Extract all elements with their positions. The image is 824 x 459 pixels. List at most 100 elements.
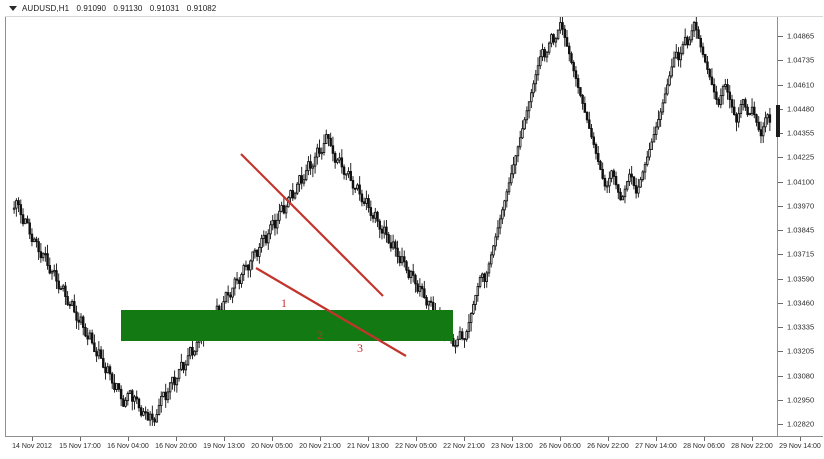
candlestick-bar — [251, 251, 254, 270]
current-price-marker — [776, 105, 780, 137]
candlestick-bar — [559, 17, 562, 34]
time-tick — [32, 437, 33, 441]
candlestick-bar — [378, 218, 381, 239]
candlestick-bar — [463, 338, 466, 348]
candlestick-bar — [675, 44, 678, 59]
candlestick-bar — [556, 29, 560, 41]
price-tick — [778, 278, 783, 280]
candlestick-bar — [498, 214, 502, 235]
price-axis-label: 1.04480 — [787, 104, 815, 114]
candlestick-bar — [97, 341, 101, 360]
candlestick-bar — [186, 347, 190, 366]
price-axis-label: 1.03205 — [787, 346, 815, 356]
candlestick-bar — [389, 234, 393, 252]
candlestick-bar — [523, 116, 526, 131]
time-tick — [608, 437, 609, 441]
candlestick-bar — [280, 201, 283, 213]
candlestick-bar — [487, 261, 491, 277]
candlestick-bar — [601, 162, 604, 180]
candlestick-bar — [21, 208, 25, 227]
candlestick-bar — [226, 285, 230, 304]
price-tick — [778, 60, 783, 62]
candlestick-bar — [68, 301, 72, 309]
lower-trendline[interactable] — [255, 267, 407, 357]
candlestick-bar — [394, 239, 397, 257]
upper-trendline[interactable] — [240, 153, 384, 297]
candlestick-bar — [267, 229, 270, 250]
candlestick-bar — [630, 165, 633, 185]
candlestick-bar — [151, 405, 154, 426]
candlestick-bar — [712, 78, 716, 100]
candlestick-bar — [275, 213, 279, 235]
time-tick — [176, 437, 177, 441]
candlestick-bar — [403, 250, 406, 268]
candlestick-bar — [53, 264, 56, 277]
candlestick-bar — [456, 335, 459, 348]
candlestick-bar — [679, 46, 682, 68]
candlestick-bar — [568, 42, 571, 62]
candlestick-bar — [423, 280, 426, 299]
candlestick-bar — [340, 149, 344, 174]
candlestick-bar — [44, 246, 47, 262]
candlestick-bar — [320, 147, 324, 160]
candlestick-bar — [425, 295, 428, 309]
candlestick-bar — [193, 350, 196, 357]
time-tick — [752, 437, 753, 441]
chevron-down-icon[interactable] — [9, 5, 17, 11]
price-tick — [778, 424, 783, 425]
candlestick-bar — [184, 360, 188, 377]
candlestick-bar — [612, 168, 616, 185]
candlestick-bar — [316, 143, 319, 165]
candlestick-bar — [39, 242, 43, 263]
candlestick-bar — [333, 151, 337, 169]
candlestick-bar — [617, 183, 620, 200]
price-axis-label: 1.03590 — [787, 274, 815, 283]
candlestick-bar — [391, 234, 395, 251]
candlestick-bar — [755, 113, 758, 127]
candlestick-bar — [728, 85, 731, 109]
trendline-overlay[interactable] — [5, 17, 777, 435]
candlestick-bar — [135, 390, 138, 405]
candlestick-bar — [503, 199, 506, 217]
candlestick-bar — [704, 53, 707, 64]
candlestick-bar — [400, 247, 404, 266]
candlestick-bar — [307, 156, 310, 176]
candlestick-bar — [744, 97, 747, 111]
candlestick-bar — [84, 323, 87, 338]
candlestick-bar — [708, 68, 711, 81]
candlestick-bar — [64, 282, 67, 305]
candlestick-bar — [554, 36, 558, 48]
candlestick-bar — [641, 170, 645, 182]
support-resistance-zone[interactable] — [121, 310, 453, 341]
candlestick-bar — [229, 291, 232, 300]
candlestick-bar — [365, 190, 368, 211]
price-axis-label: 1.03080 — [787, 371, 815, 380]
price-axis[interactable]: 1.04865 1.04735 1.04610 1.04480 1.04355 1.042… — [776, 17, 824, 436]
candlestick-bar — [304, 164, 308, 182]
wave-label-2: 2 — [317, 328, 323, 342]
candlestick-bar — [650, 138, 653, 150]
candlestick-bar — [17, 197, 20, 213]
candlestick-bar — [688, 36, 691, 46]
candlestick-bar — [563, 24, 567, 47]
ohlc-open: 0.91090 — [76, 3, 107, 13]
candlestick-bar — [507, 177, 511, 195]
candlestick-bar — [545, 50, 549, 63]
candlestick-bar — [99, 346, 103, 359]
candlestick-bar — [514, 154, 517, 174]
candlestick-bar — [380, 225, 384, 240]
candlestick-bar — [240, 272, 243, 288]
candlestick-bar — [594, 142, 598, 160]
candlestick-bar — [57, 273, 60, 294]
candlestick-bar — [730, 94, 734, 114]
time-axis-label: 22 Nov 21:00 — [443, 443, 485, 450]
candlestick-bar — [106, 362, 109, 374]
price-axis-label: 1.04865 — [787, 31, 815, 41]
candlestick-bar — [741, 98, 745, 111]
time-axis[interactable]: 14 Nov 2012 15 Nov 17:00 16 Nov 04:00 16 No… — [0, 437, 824, 459]
candlestick-bar — [416, 280, 419, 294]
chart-plot-area[interactable] — [5, 17, 777, 435]
price-tick — [778, 157, 783, 159]
candlestick-bar — [349, 162, 352, 182]
candlestick-bar — [418, 278, 422, 297]
